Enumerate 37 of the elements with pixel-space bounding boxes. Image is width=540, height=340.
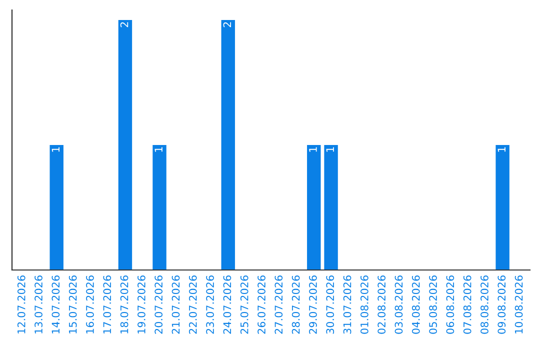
data-label: 1	[52, 147, 60, 152]
x-tick-label: 05.08.2026	[429, 276, 437, 334]
x-tick-label: 09.08.2026	[498, 276, 506, 334]
x-tick-label: 31.07.2026	[343, 276, 352, 334]
x-tick-label: 12.07.2026	[17, 276, 26, 334]
x-tick-label: 06.08.2026	[446, 276, 454, 334]
x-tick-label: 25.07.2026	[240, 276, 248, 334]
x-tick-label: 07.08.2026	[463, 276, 472, 334]
x-tick-label: 17.07.2026	[103, 276, 112, 334]
x-tick-label: 01.08.2026	[360, 276, 368, 334]
data-label: 2	[223, 22, 231, 28]
x-tick-label: 08.08.2026	[480, 276, 488, 334]
data-label: 1	[498, 147, 506, 152]
x-tick-label: 22.07.2026	[188, 276, 197, 334]
x-tick-label: 13.07.2026	[34, 276, 42, 334]
x-tick-label: 18.07.2026	[120, 276, 128, 334]
x-tick-label: 04.08.2026	[412, 276, 420, 334]
x-tick-label: 23.07.2026	[206, 276, 214, 334]
x-tick-label: 03.08.2026	[394, 276, 403, 334]
x-tick-label: 30.07.2026	[326, 276, 334, 334]
x-tick-label: 15.07.2026	[68, 276, 77, 334]
x-tick-label: 16.07.2026	[86, 276, 94, 334]
data-label: 1	[309, 147, 317, 152]
x-tick-label: 20.07.2026	[154, 276, 163, 334]
x-tick-label: 10.08.2026	[514, 276, 523, 334]
x-tick-label: 24.07.2026	[223, 276, 232, 334]
x-tick-label: 02.08.2026	[378, 276, 386, 334]
x-tick-label: 14.07.2026	[52, 276, 60, 334]
x-tick-label: 28.07.2026	[292, 276, 300, 334]
x-tick-label: 29.07.2026	[309, 276, 317, 334]
x-tick-label: 19.07.2026	[138, 276, 146, 334]
x-tick-label: 21.07.2026	[172, 276, 180, 334]
data-label: 2	[120, 22, 128, 28]
data-label: 1	[154, 147, 162, 152]
data-label: 1	[326, 147, 334, 152]
x-tick-label: 27.07.2026	[274, 276, 283, 334]
x-tick-label: 26.07.2026	[258, 276, 266, 334]
